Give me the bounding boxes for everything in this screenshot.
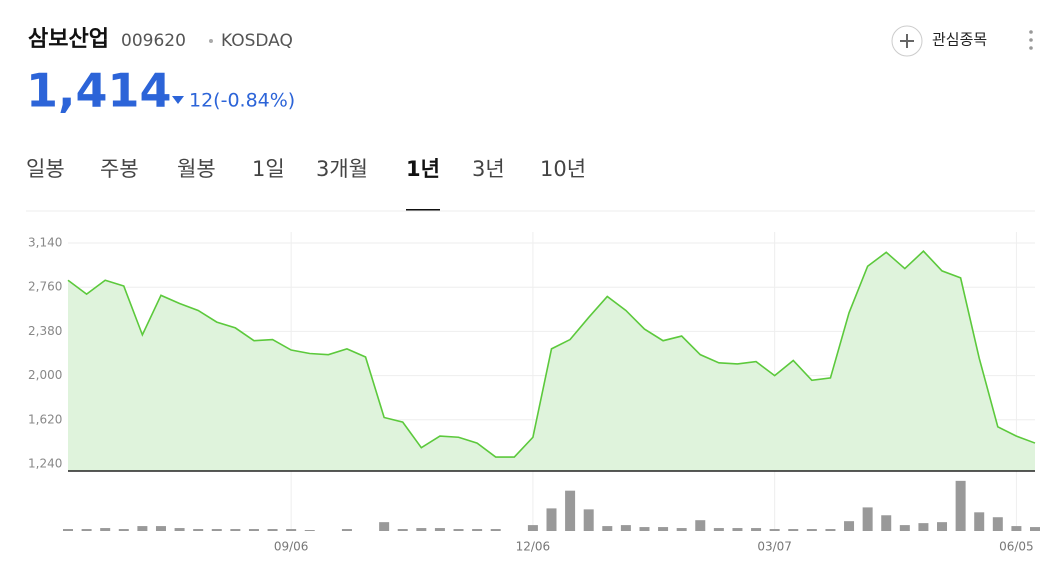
volume-bar <box>769 529 780 531</box>
y-tick-label: 2,000 <box>28 368 62 382</box>
x-tick-label: 09/06 <box>274 540 309 554</box>
volume-bar <box>304 530 315 531</box>
volume-bar <box>862 507 873 531</box>
volume-bar <box>490 529 501 531</box>
volume-bar <box>658 527 669 531</box>
volume-bar <box>1030 527 1040 531</box>
stock-code: 009620 <box>121 31 186 51</box>
watch-label: 관심종목 <box>932 31 987 49</box>
down-arrow <box>172 96 184 104</box>
dot <box>1029 46 1033 50</box>
volume-bar <box>806 529 817 531</box>
volume-bar <box>1011 526 1022 531</box>
y-tick-label: 1,620 <box>28 412 62 426</box>
volume-bar <box>620 525 631 531</box>
tab[interactable]: 월봉 <box>177 157 216 181</box>
more-menu[interactable] <box>1029 30 1033 50</box>
volume-bar <box>379 522 390 531</box>
volume-bar <box>341 529 352 531</box>
tab[interactable]: 10년 <box>540 157 586 181</box>
volume-bar <box>100 528 111 531</box>
volume-bar <box>844 521 855 531</box>
stock-name: 삼보산업 <box>28 27 109 52</box>
volume-bar <box>137 526 148 531</box>
volume-bar <box>155 526 166 531</box>
dot <box>1029 38 1033 42</box>
volume-bar <box>695 520 706 531</box>
dot <box>1029 30 1033 34</box>
volume-bar <box>472 529 483 531</box>
volume-bar <box>193 529 204 531</box>
volume-bar <box>453 529 464 531</box>
volume-bar <box>937 522 948 531</box>
volume-bar <box>751 528 762 531</box>
line-area <box>68 251 1035 471</box>
volume-bar <box>81 529 92 531</box>
plus-sign <box>900 34 914 48</box>
tab[interactable]: 일봉 <box>26 157 65 181</box>
volume-bar <box>602 526 613 531</box>
separator <box>209 39 213 43</box>
volume-bar <box>118 529 129 531</box>
y-tick-label: 3,140 <box>28 236 62 250</box>
tab[interactable]: 3년 <box>472 157 505 181</box>
change: 12(-0.84%) <box>189 90 295 112</box>
x-tick-label: 06/05 <box>999 540 1034 554</box>
volume-bar <box>732 528 743 531</box>
tab-bar: 일봉 주봉 월봉 1일 3개월 1년 3년 10년 <box>26 157 586 211</box>
volume-bar <box>230 529 241 531</box>
volume-bar <box>676 528 687 531</box>
y-tick-label: 2,760 <box>28 280 62 294</box>
volume-bar <box>174 528 185 531</box>
volume-bar <box>788 529 799 531</box>
tab[interactable]: 1년 <box>406 157 440 181</box>
tab[interactable]: 주봉 <box>100 157 139 181</box>
volume-bar <box>639 527 650 531</box>
watch-button[interactable]: 관심종목 <box>891 25 987 57</box>
y-tick-label: 2,380 <box>28 324 62 338</box>
volume-bar <box>211 529 222 531</box>
volume-bar <box>825 529 836 531</box>
volume-bar <box>267 529 278 531</box>
x-tick-label: 12/06 <box>516 540 551 554</box>
volume-bar <box>546 508 557 531</box>
volume-bar <box>918 523 929 531</box>
volume-bar <box>992 517 1003 531</box>
volume-bar <box>565 490 576 531</box>
volume-bar <box>955 480 966 531</box>
volume-bar <box>63 529 73 531</box>
chart: 1,240 1,620 2,000 2,380 2,760 3,140 09/06 12/06… <box>28 232 1040 554</box>
volume-bar <box>713 528 724 531</box>
volume-bar <box>434 528 445 531</box>
volume-bar <box>974 512 985 531</box>
y-tick-label: 1,240 <box>28 457 62 471</box>
price-line <box>67 250 1036 458</box>
volume-bar <box>527 525 538 531</box>
volume-bar <box>881 515 892 531</box>
volume-bar <box>248 529 259 531</box>
volume-bar <box>397 529 408 531</box>
volume-bar <box>899 525 910 531</box>
price: 1,414 <box>26 64 172 118</box>
volume-bar <box>286 529 297 531</box>
tab[interactable]: 1일 <box>252 157 285 181</box>
market: KOSDAQ <box>221 31 293 51</box>
volume-bar <box>416 528 427 531</box>
x-tick-label: 03/07 <box>757 540 792 554</box>
volume-bar <box>583 509 594 531</box>
tab[interactable]: 3개월 <box>316 157 368 181</box>
